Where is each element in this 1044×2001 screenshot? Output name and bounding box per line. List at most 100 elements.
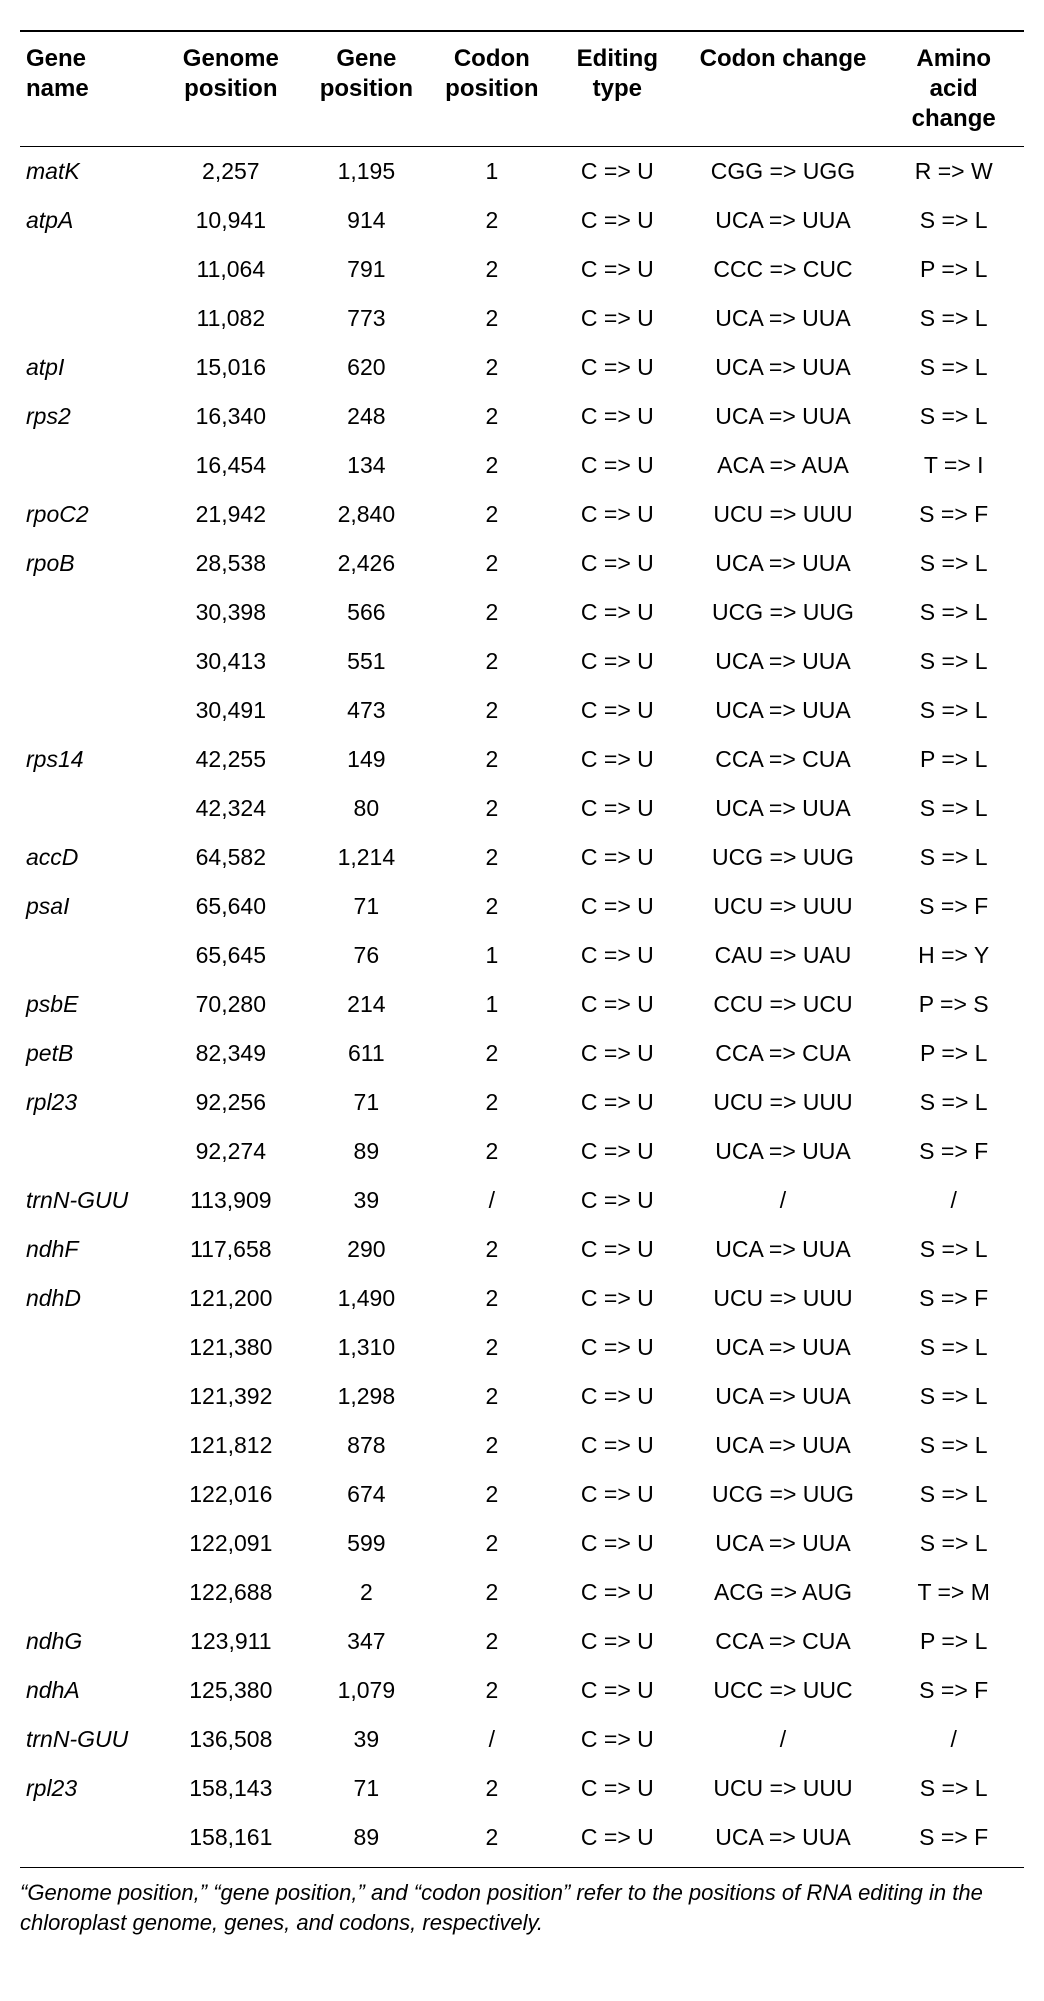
cell-amino-acid-change: H => Y — [883, 931, 1024, 980]
cell-codon-change: CCU => UCU — [683, 980, 884, 1029]
cell-gene-name: matK — [20, 147, 161, 197]
cell-genome-position: 136,508 — [161, 1715, 302, 1764]
table-row: trnN-GUU113,90939/C => U// — [20, 1176, 1024, 1225]
cell-gene-position: 1,298 — [301, 1372, 432, 1421]
cell-codon-position: 2 — [432, 1372, 552, 1421]
cell-genome-position: 64,582 — [161, 833, 302, 882]
table-row: 11,0647912C => UCCC => CUCP => L — [20, 245, 1024, 294]
cell-amino-acid-change: S => L — [883, 686, 1024, 735]
cell-editing-type: C => U — [552, 1372, 683, 1421]
cell-editing-type: C => U — [552, 1470, 683, 1519]
cell-editing-type: C => U — [552, 1127, 683, 1176]
cell-editing-type: C => U — [552, 686, 683, 735]
cell-editing-type: C => U — [552, 441, 683, 490]
cell-genome-position: 42,324 — [161, 784, 302, 833]
cell-amino-acid-change: S => L — [883, 1323, 1024, 1372]
col-codon-position: Codon position — [432, 31, 552, 147]
cell-gene-position: 2,840 — [301, 490, 432, 539]
cell-codon-position: 2 — [432, 343, 552, 392]
cell-codon-change: ACA => AUA — [683, 441, 884, 490]
cell-genome-position: 121,200 — [161, 1274, 302, 1323]
cell-gene-position: 1,195 — [301, 147, 432, 197]
cell-genome-position: 158,161 — [161, 1813, 302, 1868]
cell-gene-position: 347 — [301, 1617, 432, 1666]
col-gene-position: Gene position — [301, 31, 432, 147]
cell-codon-change: UCG => UUG — [683, 588, 884, 637]
cell-codon-position: 2 — [432, 1764, 552, 1813]
cell-genome-position: 65,640 — [161, 882, 302, 931]
table-row: ndhG123,9113472C => UCCA => CUAP => L — [20, 1617, 1024, 1666]
cell-gene-name: ndhD — [20, 1274, 161, 1323]
table-footnote: “Genome position,” “gene position,” and … — [20, 1878, 1024, 1937]
cell-editing-type: C => U — [552, 833, 683, 882]
cell-editing-type: C => U — [552, 1176, 683, 1225]
cell-codon-position: 2 — [432, 539, 552, 588]
cell-editing-type: C => U — [552, 196, 683, 245]
cell-gene-name: rpoB — [20, 539, 161, 588]
cell-amino-acid-change: S => L — [883, 343, 1024, 392]
table-row: 92,274892C => UUCA => UUAS => F — [20, 1127, 1024, 1176]
cell-editing-type: C => U — [552, 1323, 683, 1372]
cell-amino-acid-change: S => L — [883, 1764, 1024, 1813]
cell-codon-change: UCG => UUG — [683, 833, 884, 882]
cell-gene-position: 149 — [301, 735, 432, 784]
cell-gene-position: 773 — [301, 294, 432, 343]
cell-editing-type: C => U — [552, 1666, 683, 1715]
cell-gene-name: trnN-GUU — [20, 1176, 161, 1225]
cell-gene-position: 791 — [301, 245, 432, 294]
table-row: rpoC221,9422,8402C => UUCU => UUUS => F — [20, 490, 1024, 539]
cell-editing-type: C => U — [552, 637, 683, 686]
table-row: rpl2392,256712C => UUCU => UUUS => L — [20, 1078, 1024, 1127]
cell-codon-change: UCA => UUA — [683, 1813, 884, 1868]
cell-amino-acid-change: S => L — [883, 1421, 1024, 1470]
cell-gene-position: 290 — [301, 1225, 432, 1274]
col-editing-type: Editing type — [552, 31, 683, 147]
cell-editing-type: C => U — [552, 1568, 683, 1617]
cell-gene-name: atpA — [20, 196, 161, 245]
cell-codon-change: UCU => UUU — [683, 882, 884, 931]
cell-editing-type: C => U — [552, 1225, 683, 1274]
cell-gene-name — [20, 1568, 161, 1617]
cell-codon-position: 2 — [432, 1617, 552, 1666]
cell-genome-position: 16,454 — [161, 441, 302, 490]
cell-amino-acid-change: S => L — [883, 294, 1024, 343]
cell-amino-acid-change: T => I — [883, 441, 1024, 490]
cell-codon-position: 2 — [432, 392, 552, 441]
cell-genome-position: 122,016 — [161, 1470, 302, 1519]
cell-gene-position: 89 — [301, 1127, 432, 1176]
cell-codon-position: 2 — [432, 637, 552, 686]
table-row: 121,3801,3102C => UUCA => UUAS => L — [20, 1323, 1024, 1372]
cell-codon-change: CAU => UAU — [683, 931, 884, 980]
cell-amino-acid-change: S => F — [883, 1666, 1024, 1715]
cell-gene-name — [20, 441, 161, 490]
table-row: 30,3985662C => UUCG => UUGS => L — [20, 588, 1024, 637]
col-gene-name: Gene name — [20, 31, 161, 147]
table-row: rps1442,2551492C => UCCA => CUAP => L — [20, 735, 1024, 784]
cell-editing-type: C => U — [552, 1813, 683, 1868]
table-row: ndhA125,3801,0792C => UUCC => UUCS => F — [20, 1666, 1024, 1715]
cell-genome-position: 11,064 — [161, 245, 302, 294]
cell-amino-acid-change: / — [883, 1715, 1024, 1764]
cell-codon-change: UCU => UUU — [683, 490, 884, 539]
cell-codon-position: 2 — [432, 784, 552, 833]
cell-amino-acid-change: S => L — [883, 539, 1024, 588]
cell-codon-position: 2 — [432, 1470, 552, 1519]
cell-gene-name — [20, 1127, 161, 1176]
cell-editing-type: C => U — [552, 539, 683, 588]
cell-codon-change: UCA => UUA — [683, 294, 884, 343]
cell-codon-position: 2 — [432, 1274, 552, 1323]
cell-gene-position: 2 — [301, 1568, 432, 1617]
cell-genome-position: 125,380 — [161, 1666, 302, 1715]
cell-editing-type: C => U — [552, 1029, 683, 1078]
cell-editing-type: C => U — [552, 392, 683, 441]
cell-codon-change: CCC => CUC — [683, 245, 884, 294]
cell-amino-acid-change: S => L — [883, 1078, 1024, 1127]
cell-gene-position: 2,426 — [301, 539, 432, 588]
cell-amino-acid-change: S => F — [883, 1813, 1024, 1868]
cell-genome-position: 21,942 — [161, 490, 302, 539]
cell-codon-position: 2 — [432, 1666, 552, 1715]
cell-gene-position: 566 — [301, 588, 432, 637]
cell-gene-position: 620 — [301, 343, 432, 392]
table-row: 11,0827732C => UUCA => UUAS => L — [20, 294, 1024, 343]
table-row: accD64,5821,2142C => UUCG => UUGS => L — [20, 833, 1024, 882]
